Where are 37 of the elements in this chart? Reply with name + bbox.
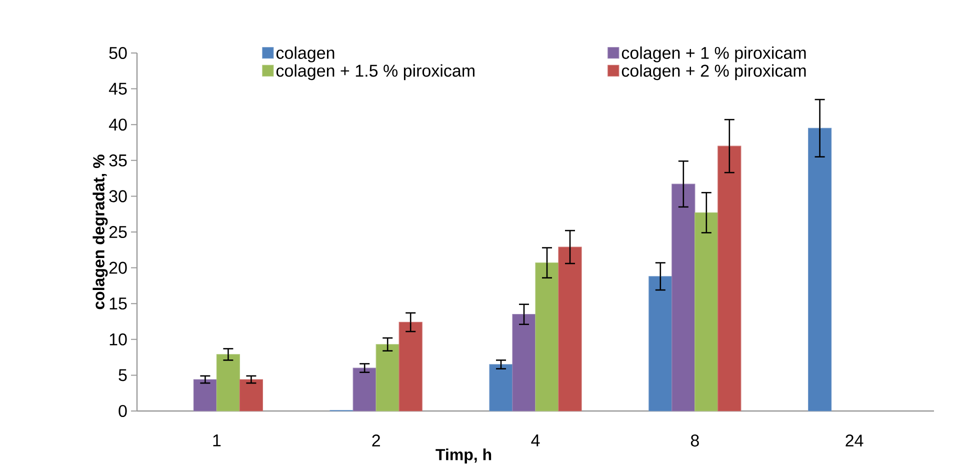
y-tick-label: 35 bbox=[109, 154, 127, 166]
bar bbox=[718, 146, 742, 412]
bar bbox=[535, 262, 559, 412]
bar bbox=[648, 276, 672, 412]
x-tick-label: 1 bbox=[213, 434, 221, 446]
bar bbox=[216, 354, 240, 412]
y-tick-label: 25 bbox=[109, 226, 127, 238]
y-axis-title: colagen degradat, % bbox=[92, 154, 108, 310]
y-tick-label: 5 bbox=[118, 369, 127, 382]
bar bbox=[672, 184, 696, 412]
y-tick-label: 10 bbox=[110, 333, 127, 346]
y-tick-label: 50 bbox=[109, 46, 127, 60]
bar bbox=[239, 379, 264, 412]
bar bbox=[193, 379, 217, 412]
x-tick-label: 4 bbox=[531, 434, 540, 446]
x-tick-label: 8 bbox=[690, 434, 699, 447]
y-tick-label: 15 bbox=[110, 298, 127, 310]
bar bbox=[398, 322, 422, 412]
y-tick-label: 20 bbox=[109, 262, 127, 274]
bar bbox=[352, 368, 376, 412]
y-tick-label: 30 bbox=[109, 190, 127, 202]
bar bbox=[694, 212, 718, 412]
y-tick-label: 45 bbox=[108, 82, 127, 95]
bar bbox=[808, 128, 832, 412]
bar bbox=[376, 344, 400, 412]
y-tick-label: 40 bbox=[108, 118, 127, 131]
bar bbox=[489, 364, 513, 412]
x-tick-label: 2 bbox=[372, 434, 380, 446]
bar bbox=[558, 246, 582, 412]
x-tick-label: 24 bbox=[846, 434, 864, 446]
legend-label: colagen bbox=[276, 46, 334, 62]
bar bbox=[512, 314, 536, 412]
legend-label: colagen + 2 % piroxicam bbox=[622, 64, 806, 80]
y-tick-label: 0 bbox=[118, 404, 127, 418]
legend-label: colagen + 1 % piroxicam bbox=[622, 46, 806, 62]
x-axis-title: Timp, h bbox=[436, 448, 492, 464]
legend-label: colagen + 1.5 % piroxicam bbox=[276, 64, 474, 80]
